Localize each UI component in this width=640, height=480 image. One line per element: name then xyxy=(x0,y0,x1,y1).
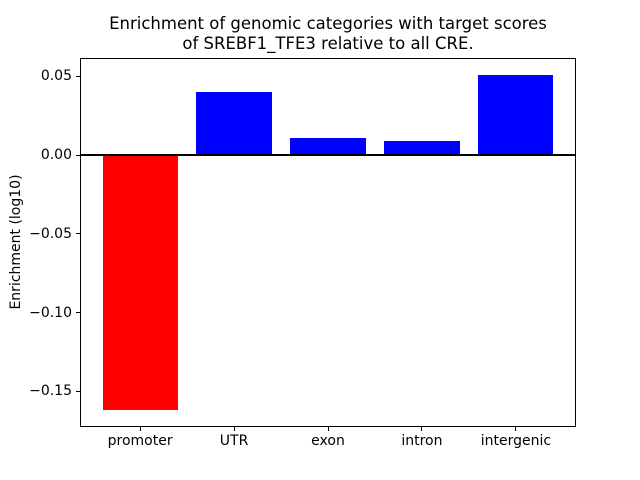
x-tick-label-UTR: UTR xyxy=(219,433,249,449)
x-tick-label-intergenic: intergenic xyxy=(480,433,552,449)
chart-title-line1: Enrichment of genomic categories with ta… xyxy=(109,14,547,33)
bar-intergenic xyxy=(478,74,554,156)
y-tick-mark xyxy=(76,75,80,77)
x-tick-mark xyxy=(515,427,517,431)
x-tick-mark xyxy=(233,427,235,431)
x-tick-mark xyxy=(139,427,141,431)
chart-title: Enrichment of genomic categories with ta… xyxy=(80,14,576,54)
zero-baseline xyxy=(80,154,576,157)
bar-exon xyxy=(290,137,366,156)
y-tick-mark xyxy=(76,233,80,235)
y-tick-mark xyxy=(76,390,80,392)
y-tick-label: 0.00 xyxy=(40,147,72,164)
x-tick-label-exon: exon xyxy=(311,433,345,449)
x-tick-label-intron: intron xyxy=(401,433,443,449)
x-tick-mark xyxy=(327,427,329,431)
bar-promoter xyxy=(102,155,178,411)
y-tick-mark xyxy=(76,312,80,314)
y-tick-mark xyxy=(76,154,80,156)
y-tick-label: −0.05 xyxy=(29,225,72,242)
chart-title-line2: of SREBF1_TFE3 relative to all CRE. xyxy=(182,34,474,53)
bar-intron xyxy=(384,140,460,156)
bar-UTR xyxy=(196,92,272,156)
y-tick-label: −0.15 xyxy=(29,383,72,400)
y-tick-label: −0.10 xyxy=(29,304,72,321)
x-tick-label-promoter: promoter xyxy=(107,433,173,449)
x-tick-mark xyxy=(421,427,423,431)
y-tick-label: 0.05 xyxy=(40,68,72,85)
